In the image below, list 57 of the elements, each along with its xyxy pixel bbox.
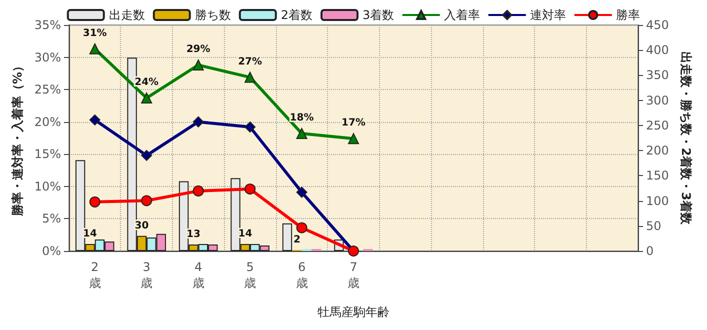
y-tick-label: 0% — [42, 244, 61, 258]
point — [141, 92, 152, 104]
y2-tick-label: 450 — [646, 18, 669, 32]
point — [192, 185, 204, 196]
y2-tick-label: 0 — [646, 244, 654, 258]
data-label: 31% — [82, 28, 107, 39]
x-tick-label: 4歳 — [192, 260, 204, 290]
point — [244, 184, 256, 195]
point — [192, 116, 204, 128]
point — [89, 114, 100, 126]
point — [244, 122, 256, 133]
y-tick-label: 20% — [34, 114, 61, 129]
data-label: 29% — [186, 44, 210, 56]
y2-tick-label: 100 — [646, 194, 669, 208]
point — [348, 133, 359, 144]
point — [89, 43, 100, 54]
point — [192, 60, 204, 71]
legend-label: 3着数 — [362, 8, 394, 22]
point — [296, 128, 308, 139]
data-label: 2 — [293, 234, 300, 246]
legend-label: 勝ち数 — [194, 8, 231, 22]
y-tick-label: 10% — [34, 179, 61, 194]
legend-label: 2着数 — [280, 8, 313, 22]
point — [89, 196, 100, 208]
y-tick-label: 25% — [34, 82, 61, 97]
x-tick-label: 6歳 — [296, 260, 308, 290]
y2-tick-label: 300 — [646, 93, 669, 108]
x-tick-label: 2歳 — [88, 260, 101, 290]
point — [141, 150, 152, 161]
x-tick-label: 5歳 — [244, 260, 256, 290]
legend-label: 出走数 — [108, 8, 145, 22]
y-tick-label: 30% — [34, 50, 61, 64]
data-label: 27% — [238, 56, 262, 68]
point — [296, 186, 308, 198]
x-tick-label: 7歳 — [348, 260, 360, 290]
bar — [282, 223, 292, 251]
data-label: 18% — [290, 112, 314, 124]
legend-label: 入着率 — [444, 8, 480, 22]
y2-tick-label: 400 — [646, 43, 669, 58]
y2-tick-label: 200 — [646, 144, 669, 158]
y2-tick-label: 350 — [646, 68, 669, 82]
point — [141, 195, 152, 206]
y-axis-title: 勝率・連対率・入着率（%） — [10, 60, 24, 218]
point — [296, 222, 308, 234]
data-label: 17% — [342, 118, 366, 129]
legend-label: 勝率 — [616, 8, 640, 22]
y-tick-label: 5% — [42, 212, 61, 226]
y2-axis-title: 出走数・勝ち数・2着数・3着数 — [678, 52, 693, 226]
y2-tick-label: 150 — [646, 168, 669, 183]
y-tick-label: 35% — [34, 18, 61, 32]
point — [244, 72, 256, 83]
x-axis-title: 牡馬産駒年齢 — [318, 305, 390, 319]
x-tick-label: 3歳 — [140, 260, 153, 290]
y2-tick-label: 250 — [646, 118, 669, 132]
legend-label: 連対率 — [530, 8, 566, 22]
y2-tick-label: 50 — [646, 218, 662, 233]
y-tick-label: 15% — [34, 147, 61, 162]
